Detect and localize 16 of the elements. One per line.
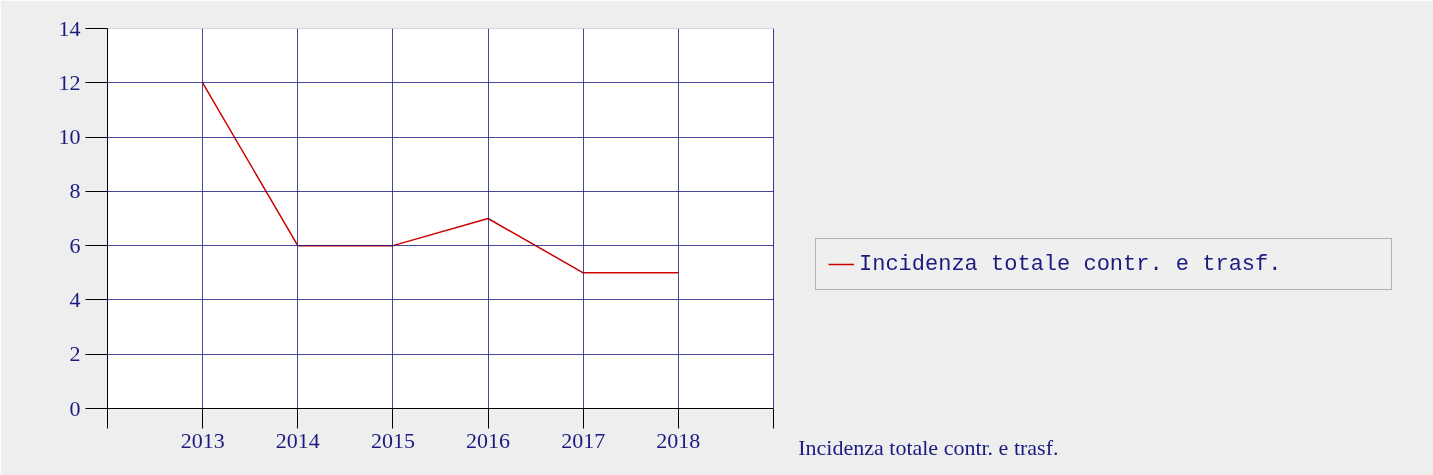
x-axis-title: Incidenza totale contr. e trasf. [798,434,1059,460]
y-tick-label: 2 [69,341,81,367]
y-tick-label: 10 [58,124,81,150]
y-tick-label: 4 [69,286,81,312]
y-tick-label: 6 [69,232,81,258]
y-tick-label: 8 [69,178,81,204]
y-tick-label: 12 [58,69,81,95]
x-tick-label: 2016 [466,427,511,453]
y-tick-label: 14 [58,15,81,41]
x-tick-label: 2014 [275,427,320,453]
legend-label: Incidenza totale contr. e trasf. [859,251,1283,277]
x-tick-label: 2017 [561,427,606,453]
x-tick-label: 2013 [180,427,225,453]
x-tick-label: 2015 [370,427,415,453]
y-tick-label: 0 [69,395,81,421]
x-tick-label: 2018 [656,427,701,453]
